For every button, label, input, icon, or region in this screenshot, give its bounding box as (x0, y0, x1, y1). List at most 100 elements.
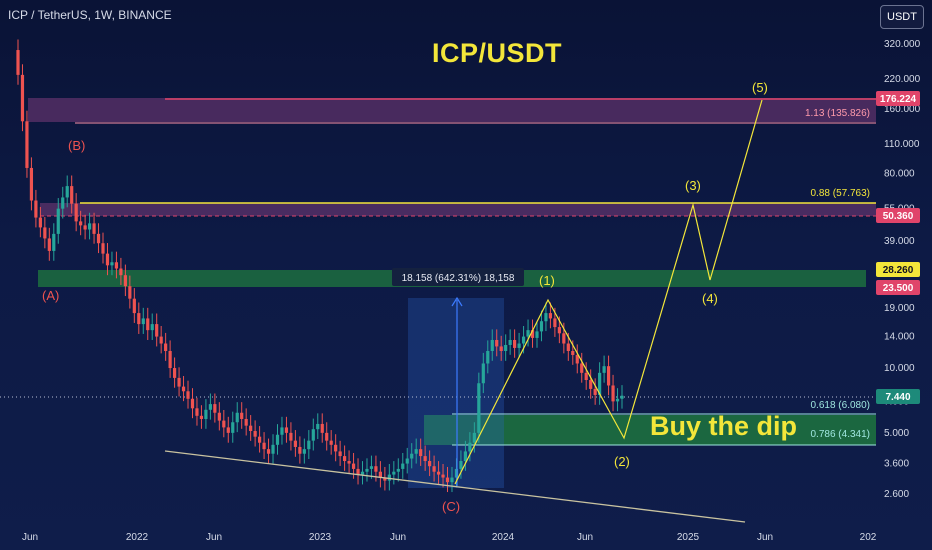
candle-body (365, 468, 369, 472)
candle-body (74, 203, 78, 222)
measure-label: 18.158 (642.31%) 18,158 (402, 273, 515, 284)
candle-body (141, 318, 145, 325)
candle-body (96, 233, 101, 244)
candle-body (105, 253, 110, 266)
candle-body (123, 275, 127, 287)
candle-body (114, 262, 119, 269)
candle-body (562, 333, 566, 344)
y-tick-label: 220.000 (884, 74, 921, 85)
badge-28-text: 28.260 (883, 265, 914, 276)
x-tick-label: 2022 (126, 532, 149, 543)
candle-body (405, 458, 409, 464)
candle-body (146, 318, 150, 331)
candle-body (226, 427, 230, 433)
measure-label-bg (392, 268, 524, 286)
candle-body (606, 366, 611, 386)
candle-body (598, 372, 602, 395)
candle-body (396, 468, 400, 472)
candle-body (432, 466, 436, 472)
badge-50-bg (876, 208, 920, 223)
candle-body (83, 225, 87, 230)
candle-body (436, 471, 441, 475)
candle-body (132, 298, 136, 314)
currency-button[interactable]: USDT (880, 5, 924, 29)
y-tick-label: 5.000 (884, 428, 909, 439)
y-tick-label: 14.000 (884, 332, 915, 343)
elliott-wave-path (454, 99, 763, 485)
candle-body (302, 449, 306, 454)
candle-body (495, 339, 499, 347)
candle-body (110, 262, 114, 266)
wave-label-b: (B) (68, 138, 85, 153)
resistance-zone-50 (40, 203, 876, 216)
candle-body (186, 391, 190, 399)
candle-body (401, 463, 405, 469)
badge-23-text: 23.500 (883, 283, 914, 294)
candle-body (262, 442, 266, 450)
x-tick-label: 2025 (677, 532, 700, 543)
candle-body (119, 268, 123, 276)
candle-body (231, 422, 235, 433)
candle-body (575, 354, 579, 364)
candle-body (530, 330, 535, 338)
candle-body (16, 50, 20, 75)
y-tick-label: 80.000 (884, 169, 915, 180)
candle-body (298, 446, 302, 454)
candle-body (584, 372, 588, 381)
buy-the-dip-label: Buy the dip (650, 411, 797, 441)
candle-body (392, 471, 396, 475)
candle-body (374, 466, 378, 472)
candle-body (571, 351, 575, 355)
candle-body (25, 121, 29, 168)
candle-body (387, 474, 391, 481)
candle-body (275, 434, 280, 445)
candle-body (293, 440, 297, 447)
candle-body (329, 440, 333, 445)
candle-body (204, 409, 208, 419)
candle-body (428, 461, 432, 467)
trendline (164, 450, 746, 523)
badge-7-text: 7.440 (885, 392, 910, 403)
candle-body (137, 313, 141, 325)
badge-23: 23.500 (876, 280, 920, 295)
badge-28: 28.260 (876, 262, 920, 277)
candle-body (521, 336, 526, 344)
candle-body (351, 463, 356, 469)
wave-label-a: (A) (42, 288, 59, 303)
candle-body (490, 339, 494, 352)
candle-body (553, 318, 557, 328)
badge-23-bg (876, 280, 920, 295)
candle-body (360, 471, 365, 475)
candle-body (155, 324, 159, 337)
candle-body (244, 418, 248, 426)
x-tick-label: Jun (757, 532, 773, 543)
candle-body (611, 385, 615, 402)
fib-0-618-label: 0.618 (6.080) (811, 400, 871, 411)
candle-body (580, 363, 584, 373)
candle-body (620, 395, 624, 399)
candle-body (320, 423, 324, 433)
candle-body (307, 440, 311, 450)
candle-body (463, 451, 468, 462)
candle-body (548, 313, 553, 319)
candle-body (65, 186, 69, 198)
candle-body (311, 429, 315, 441)
candle-body (602, 366, 606, 373)
candle-body (56, 208, 60, 234)
y-tick-label: 160.000 (884, 104, 921, 115)
candle-body (128, 286, 132, 299)
candle-body (181, 386, 186, 392)
x-tick-label: Jun (206, 532, 222, 543)
x-tick-label: 2024 (492, 532, 515, 543)
candle-body (38, 217, 42, 228)
candle-body (61, 197, 65, 209)
badge-50: 50.360 (876, 208, 920, 223)
candle-body (441, 474, 445, 478)
badge-176: 176.224 (876, 91, 920, 106)
candle-body (423, 456, 427, 462)
candle-body (414, 449, 418, 454)
candle-body (459, 461, 463, 469)
y-tick-label: 320.000 (884, 39, 921, 50)
